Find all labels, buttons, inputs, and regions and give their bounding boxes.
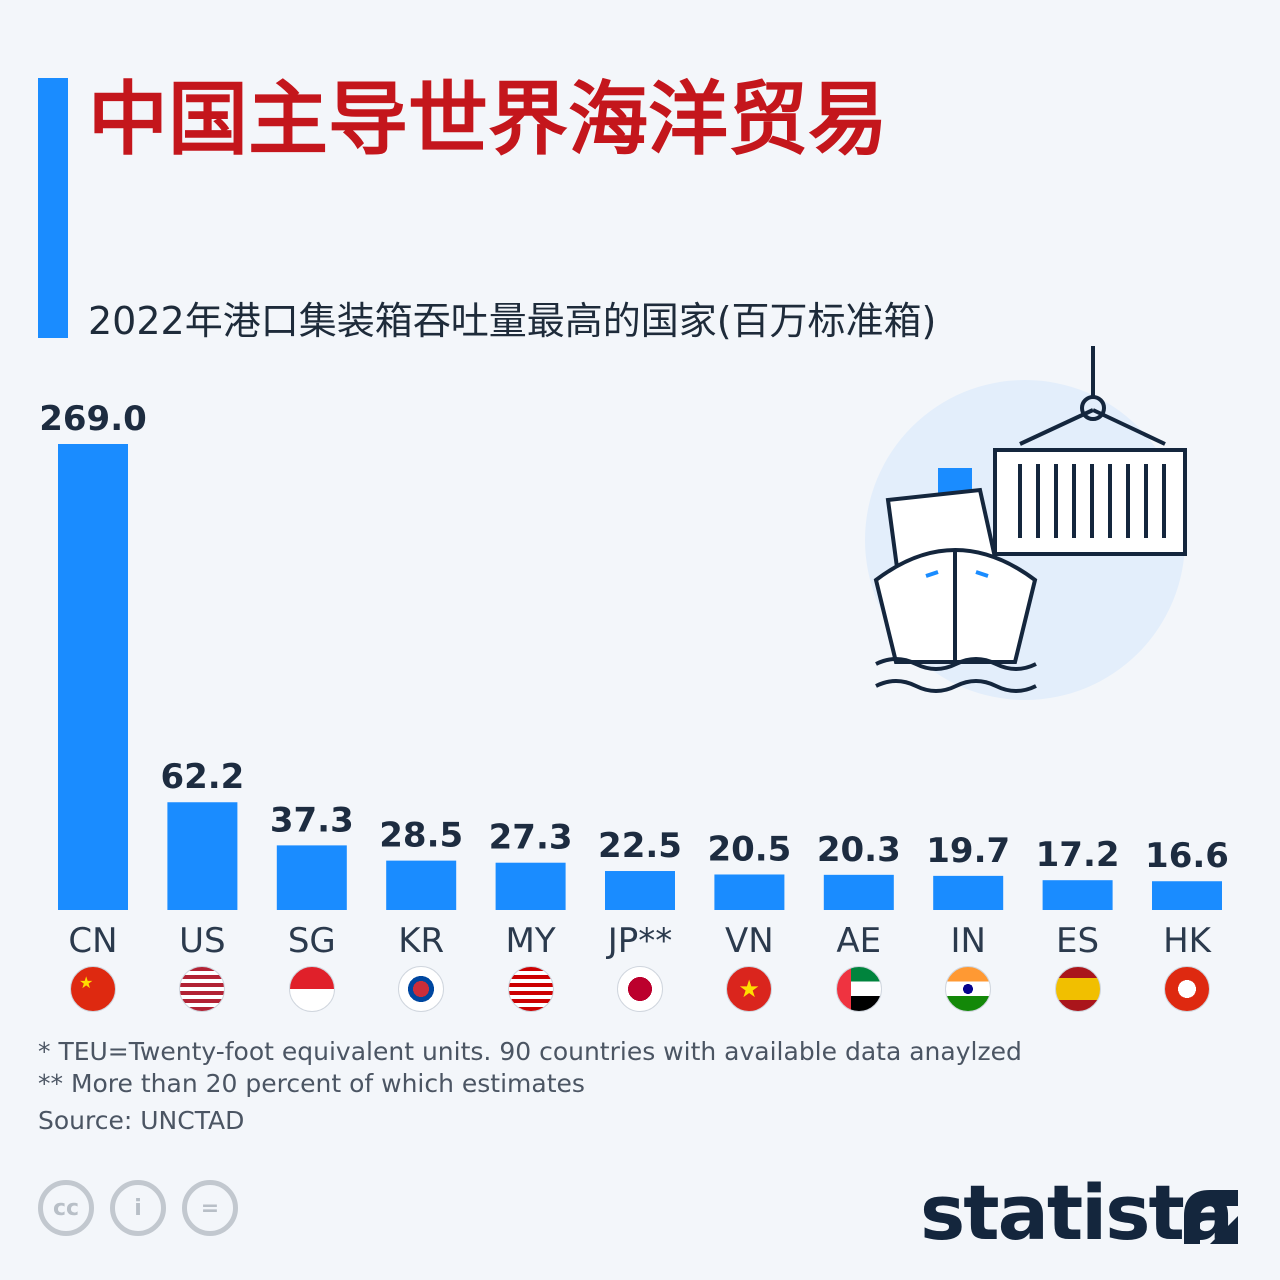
in-flag-icon <box>945 966 992 1012</box>
bar-vn[interactable] <box>714 874 785 910</box>
category-label: JP** <box>606 921 673 960</box>
es-flag-icon <box>1054 966 1101 1012</box>
value-label: 28.5 <box>379 816 463 856</box>
footnote-estimates: ** More than 20 percent of which estimat… <box>38 1069 585 1098</box>
value-label: 19.7 <box>926 831 1010 871</box>
bar-jp[interactable] <box>605 871 675 910</box>
page-title: 中国主导世界海洋贸易 <box>88 73 888 166</box>
bar-in[interactable] <box>933 875 1004 910</box>
ship-container-illustration <box>865 346 1187 700</box>
bar-cn[interactable] <box>58 444 128 910</box>
kr-flag-icon <box>398 966 445 1012</box>
category-label: MY <box>506 921 556 960</box>
bar-hk[interactable] <box>1152 881 1222 910</box>
ae-flag-icon <box>835 966 882 1012</box>
bar-my[interactable] <box>495 862 566 910</box>
category-label: CN <box>68 921 117 960</box>
value-label: 37.3 <box>270 800 354 840</box>
jp-flag-icon <box>617 966 663 1012</box>
bar-us[interactable] <box>167 802 238 910</box>
attribution-icon[interactable]: i <box>110 1180 166 1236</box>
footnote-teu: * TEU=Twenty-foot equivalent units. 90 c… <box>38 1037 1022 1066</box>
sg-flag-icon <box>288 966 335 1012</box>
value-label: 20.3 <box>817 830 901 870</box>
value-label: 22.5 <box>598 826 682 866</box>
license-icons: cc i = <box>38 1180 238 1236</box>
category-label: VN <box>725 921 774 960</box>
bar-es[interactable] <box>1042 880 1113 910</box>
bar-sg[interactable] <box>276 845 347 910</box>
category-label: US <box>179 921 225 960</box>
vn-flag-icon: ★ <box>726 966 773 1012</box>
value-label: 20.5 <box>707 829 791 869</box>
value-label: 269.0 <box>39 399 147 439</box>
category-label: IN <box>950 921 985 960</box>
bar-chart: 269.0 CN 62.2 US 37.3 SG 28.5 KR 27.3 MY 22.5 JP** 2… <box>39 399 1229 960</box>
footnotes: * TEU=Twenty-foot equivalent units. 90 c… <box>38 1036 1022 1100</box>
bar-ae[interactable] <box>823 874 894 910</box>
chart-subtitle: 2022年港口集装箱吞吐量最高的国家(百万标准箱) <box>88 299 937 343</box>
category-label: ES <box>1056 921 1099 960</box>
category-label: KR <box>398 921 444 960</box>
category-label: HK <box>1163 921 1213 960</box>
hk-flag-icon <box>1164 966 1210 1012</box>
value-label: 17.2 <box>1036 835 1120 875</box>
accent-bar <box>38 78 68 338</box>
statista-logo-icon <box>1184 1190 1238 1244</box>
value-label: 27.3 <box>489 818 573 858</box>
category-label: SG <box>288 921 336 960</box>
cn-flag-icon: ★ <box>70 966 116 1012</box>
source-label: Source: UNCTAD <box>38 1106 245 1135</box>
value-label: 62.2 <box>160 757 244 797</box>
us-flag-icon <box>179 966 226 1012</box>
cc-icon[interactable]: cc <box>38 1180 94 1236</box>
category-label: AE <box>836 921 881 960</box>
value-label: 16.6 <box>1145 836 1229 876</box>
bar-kr[interactable] <box>386 860 457 910</box>
no-derivatives-icon[interactable]: = <box>182 1180 238 1236</box>
my-flag-icon <box>507 966 554 1012</box>
statista-logo[interactable]: statista <box>920 1168 1234 1257</box>
